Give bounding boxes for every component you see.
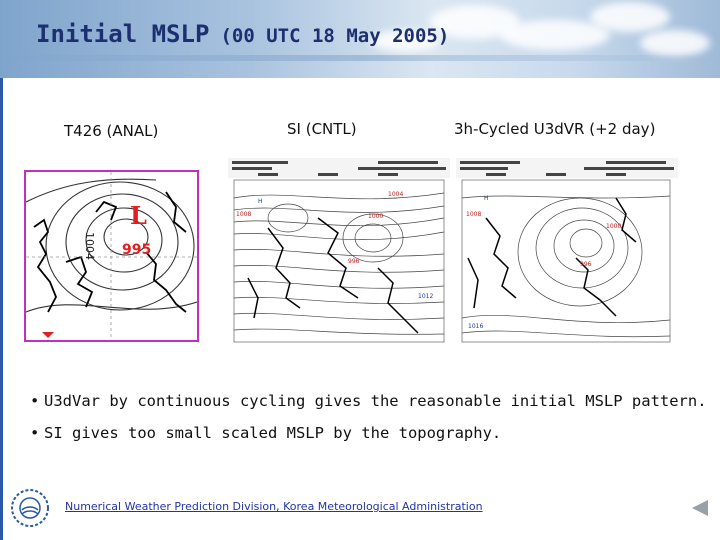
svg-text:1016: 1016	[468, 323, 483, 330]
map-cntl: 1008 1004 996 1000 H 1012	[228, 158, 450, 344]
svg-text:996: 996	[580, 261, 592, 268]
previous-slide-icon[interactable]	[690, 500, 708, 516]
list-item: • U3dVar by continuous cycling gives the …	[30, 389, 707, 421]
map-marker-icon	[42, 332, 54, 338]
title-underline	[0, 55, 720, 61]
low-center-value: 995	[122, 242, 151, 258]
svg-text:1000: 1000	[368, 213, 383, 220]
svg-text:1008: 1008	[466, 211, 481, 218]
page-title: Initial MSLP (00 UTC 18 May 2005)	[36, 20, 449, 48]
svg-text:1000: 1000	[606, 223, 621, 230]
panel-label-cntl: SI (CNTL)	[287, 120, 357, 138]
svg-text:H: H	[258, 198, 263, 205]
bullet-list: • U3dVar by continuous cycling gives the …	[30, 389, 707, 453]
page-title-date: (00 UTC 18 May 2005)	[220, 25, 450, 47]
list-item: • SI gives too small scaled MSLP by the t…	[30, 421, 707, 453]
panel-label-anal: T426 (ANAL)	[64, 122, 159, 140]
low-pressure-marker: L	[130, 201, 147, 230]
bullet-dot: •	[30, 392, 40, 410]
svg-text:1012: 1012	[418, 293, 433, 300]
svg-text:1008: 1008	[236, 211, 251, 218]
svg-text:H: H	[484, 195, 489, 202]
map-anal: 1004 L 995	[24, 170, 199, 342]
page-title-main: Initial MSLP	[36, 20, 210, 48]
bullet-text: U3dVar by continuous cycling gives the r…	[44, 392, 707, 410]
svg-text:1004: 1004	[388, 191, 403, 198]
svg-text:996: 996	[348, 258, 360, 265]
kma-footer-link[interactable]: Numerical Weather Prediction Division, K…	[65, 500, 483, 513]
isobar-label: 1004	[83, 232, 96, 260]
map-u3dvr-svg: 1008 996 1000 H 1016	[456, 158, 678, 343]
kma-logo-icon	[11, 489, 49, 527]
panel-label-u3dvr: 3h-Cycled U3dVR (+2 day)	[454, 120, 656, 138]
header-banner: Initial MSLP (00 UTC 18 May 2005)	[0, 0, 720, 78]
map-cntl-svg: 1008 1004 996 1000 H 1012	[228, 158, 450, 343]
map-u3dvr: 1008 996 1000 H 1016	[456, 158, 678, 344]
map-anal-svg: 1004 L 995	[25, 172, 198, 340]
bullet-text: SI gives too small scaled MSLP by the to…	[44, 424, 502, 442]
bullet-dot: •	[30, 424, 40, 442]
left-accent-bar	[0, 78, 3, 540]
